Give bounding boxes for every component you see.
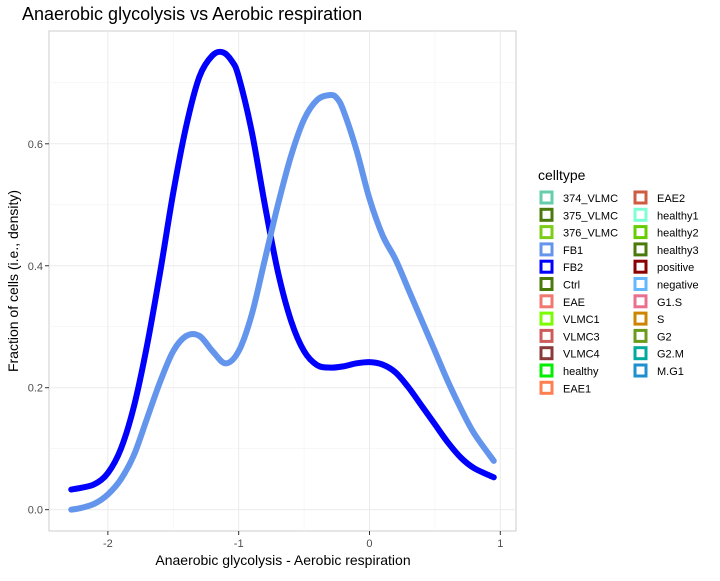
legend-label: healthy1 <box>657 210 699 222</box>
legend-key <box>541 227 552 238</box>
legend-key <box>635 261 646 272</box>
legend-label: VLMC1 <box>563 314 600 326</box>
legend-key <box>635 348 646 359</box>
y-tick-label: 0.0 <box>28 505 43 517</box>
legend-key <box>635 365 646 376</box>
legend-label: G2 <box>657 331 672 343</box>
legend-label: healthy <box>563 366 599 378</box>
legend-label: EAE2 <box>657 193 685 205</box>
legend-key <box>541 244 552 255</box>
legend-key <box>635 227 646 238</box>
legend-title: celltype <box>538 167 586 183</box>
y-axis-label: Fraction of cells (i.e., density) <box>5 190 21 372</box>
y-tick-label: 0.2 <box>28 383 43 395</box>
legend-label: EAE <box>563 297 585 309</box>
legend-label: M.G1 <box>657 366 684 378</box>
y-axis-ticks: 0.0 0.2 0.4 0.6 <box>28 139 49 517</box>
legend-label: VLMC3 <box>563 331 600 343</box>
y-tick-label: 0.4 <box>28 261 43 273</box>
legend-key <box>541 348 552 359</box>
legend-key <box>635 209 646 220</box>
legend-key <box>541 261 552 272</box>
legend-key <box>635 313 646 324</box>
legend-label: G1.S <box>657 297 682 309</box>
legend-label: negative <box>657 280 699 292</box>
legend-label: healthy2 <box>657 228 699 240</box>
legend-label: FB1 <box>563 245 583 257</box>
legend-key <box>541 296 552 307</box>
legend-key <box>635 279 646 290</box>
legend-label: 376_VLMC <box>563 228 618 240</box>
x-tick-label: -2 <box>103 538 113 550</box>
x-tick-label: 0 <box>366 538 372 550</box>
legend-label: VLMC4 <box>563 349 600 361</box>
legend-label: G2.M <box>657 349 684 361</box>
legend-key <box>635 330 646 341</box>
x-tick-label: 1 <box>497 538 503 550</box>
legend-label: FB2 <box>563 262 583 274</box>
y-tick-label: 0.6 <box>28 139 43 151</box>
x-axis-ticks: -2 -1 0 1 <box>103 531 503 550</box>
legend-label: 374_VLMC <box>563 193 618 205</box>
legend-key <box>635 192 646 203</box>
legend-key <box>635 296 646 307</box>
legend-key <box>541 313 552 324</box>
x-axis-label: Anaerobic glycolysis - Aerobic respirati… <box>155 552 410 568</box>
legend-key <box>541 279 552 290</box>
legend-key <box>541 365 552 376</box>
legend-label: Ctrl <box>563 280 580 292</box>
legend-label: 375_VLMC <box>563 210 618 222</box>
legend-label: S <box>657 314 664 326</box>
legend-label: positive <box>657 262 694 274</box>
chart-title: Anaerobic glycolysis vs Aerobic respirat… <box>22 4 362 24</box>
legend-key <box>635 244 646 255</box>
legend-key <box>541 192 552 203</box>
x-tick-label: -1 <box>234 538 244 550</box>
legend-key <box>541 209 552 220</box>
legend-label: EAE1 <box>563 383 591 395</box>
legend-key <box>541 330 552 341</box>
legend-label: healthy3 <box>657 245 699 257</box>
legend-key <box>541 382 552 393</box>
legend: celltype 374_VLMC 375_VLMC 376_VLMC FB1 FB2 C… <box>538 167 699 395</box>
